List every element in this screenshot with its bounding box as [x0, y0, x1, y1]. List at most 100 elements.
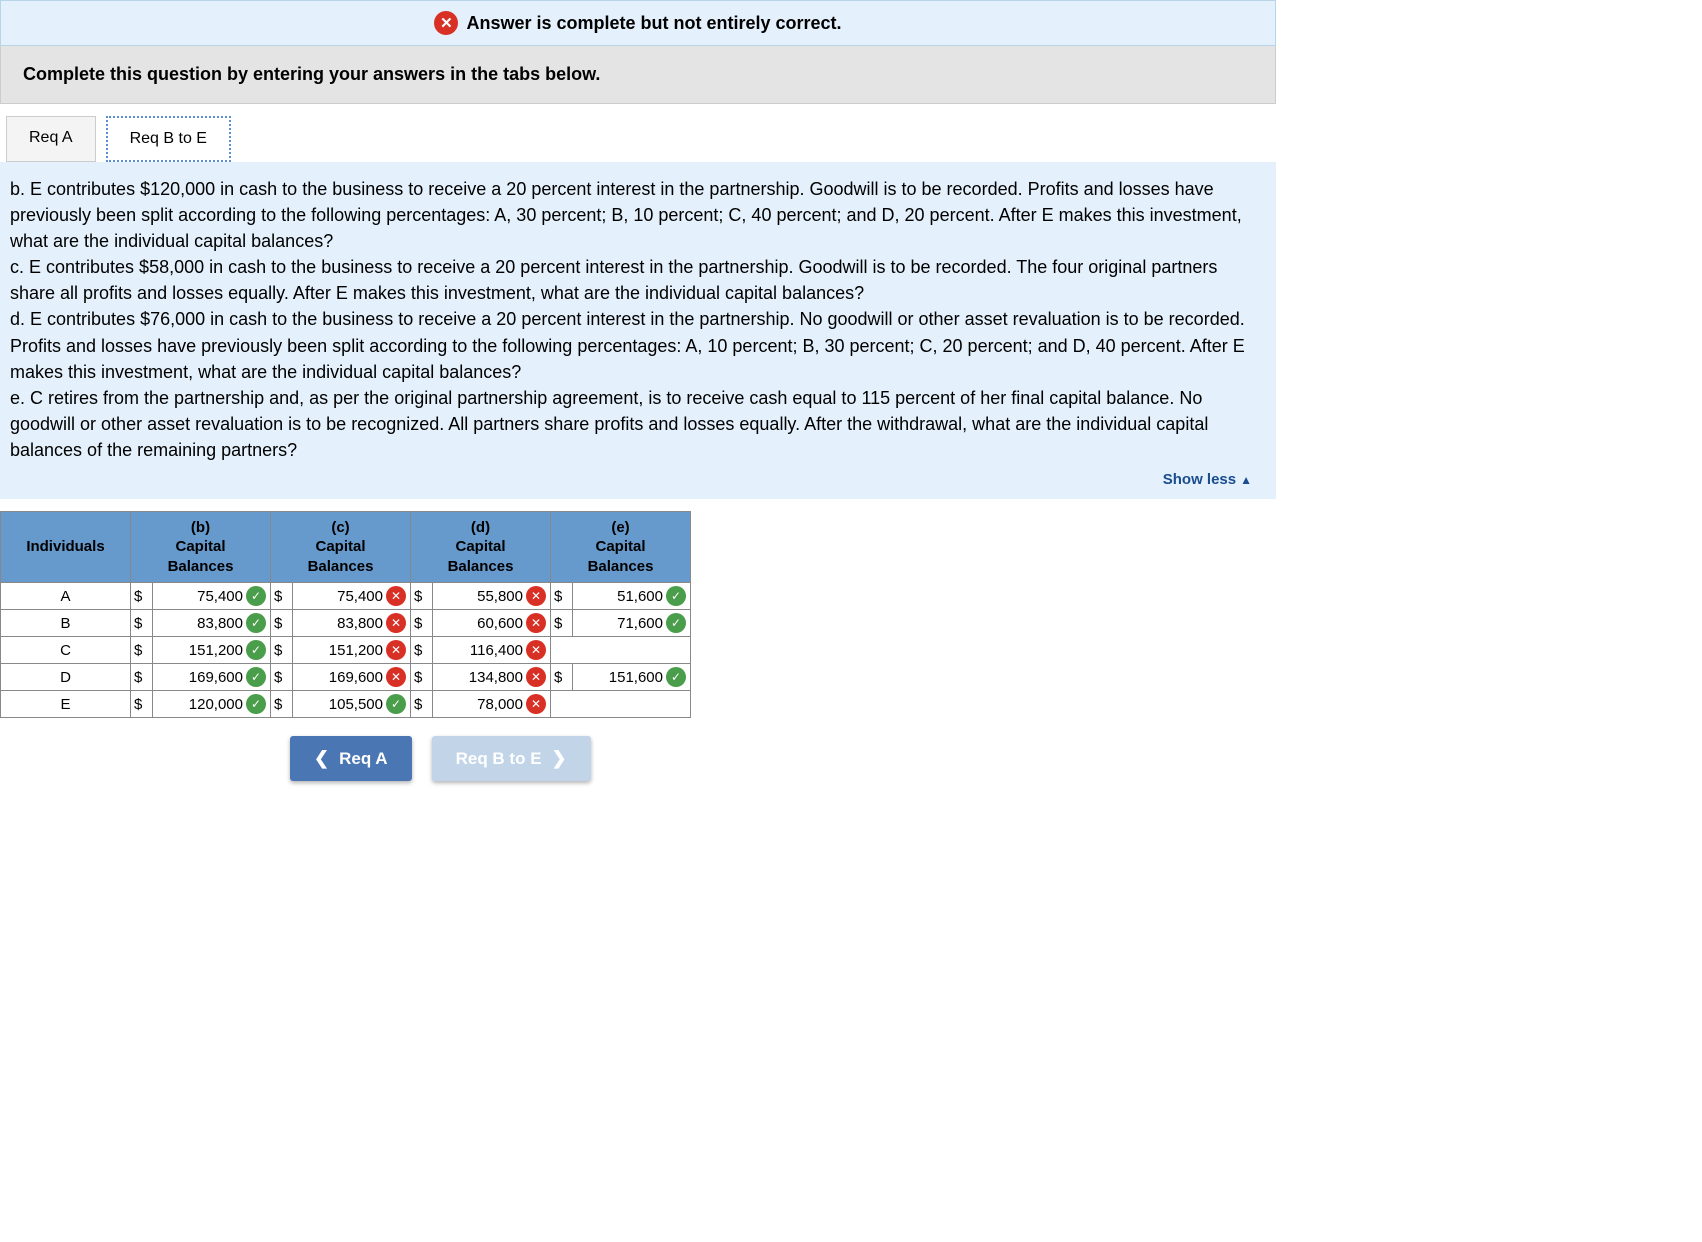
tab-req-a[interactable]: Req A [6, 116, 96, 162]
check-icon: ✓ [666, 667, 686, 687]
currency-symbol: $ [551, 610, 573, 636]
answer-cell[interactable]: $151,600✓ [551, 664, 691, 691]
value-box: 83,800✕ [293, 610, 410, 636]
cross-icon: ✕ [526, 586, 546, 606]
individual-cell: A [1, 583, 131, 610]
answer-cell[interactable] [551, 637, 691, 664]
table-row: A$75,400✓$75,400✕$55,800✕$51,600✓ [1, 583, 691, 610]
value-box: 75,400✓ [153, 583, 270, 609]
currency-symbol: $ [411, 637, 433, 663]
next-label: Req B to E [456, 749, 542, 769]
answer-cell[interactable]: $60,600✕ [411, 610, 551, 637]
check-icon: ✓ [386, 694, 406, 714]
currency-symbol: $ [131, 583, 153, 609]
answer-cell[interactable]: $151,200✓ [131, 637, 271, 664]
currency-symbol: $ [271, 691, 293, 717]
chevron-up-icon: ▲ [1240, 472, 1252, 489]
answer-table: Individuals(b)Capital Balances(c)Capital… [0, 511, 691, 719]
answer-cell[interactable]: $151,200✕ [271, 637, 411, 664]
answer-cell[interactable]: $169,600✓ [131, 664, 271, 691]
table-header: (e)Capital Balances [551, 511, 691, 583]
currency-symbol: $ [411, 664, 433, 690]
currency-symbol: $ [411, 583, 433, 609]
answer-cell[interactable]: $134,800✕ [411, 664, 551, 691]
individual-cell: E [1, 691, 131, 718]
value-box: 151,600✓ [573, 664, 690, 690]
currency-symbol: $ [131, 637, 153, 663]
value-box: 120,000✓ [153, 691, 270, 717]
table-row: E$120,000✓$105,500✓$78,000✕ [1, 691, 691, 718]
value-box: 169,600✓ [153, 664, 270, 690]
value-box: 60,600✕ [433, 610, 550, 636]
table-header: Individuals [1, 511, 131, 583]
currency-symbol: $ [131, 691, 153, 717]
value-box: 105,500✓ [293, 691, 410, 717]
check-icon: ✓ [666, 613, 686, 633]
currency-symbol: $ [411, 691, 433, 717]
value-box: 83,800✓ [153, 610, 270, 636]
currency-symbol: $ [271, 637, 293, 663]
cross-icon: ✕ [526, 694, 546, 714]
answer-cell[interactable]: $120,000✓ [131, 691, 271, 718]
cross-icon: ✕ [386, 586, 406, 606]
show-less-label: Show less [1163, 471, 1236, 488]
next-button[interactable]: Req B to E ❯ [432, 736, 591, 781]
cross-icon: ✕ [386, 667, 406, 687]
chevron-right-icon: ❯ [552, 748, 567, 769]
currency-symbol: $ [271, 610, 293, 636]
value-box: 151,200✓ [153, 637, 270, 663]
value-box: 151,200✕ [293, 637, 410, 663]
value-box: 55,800✕ [433, 583, 550, 609]
currency-symbol: $ [411, 610, 433, 636]
answer-cell[interactable]: $78,000✕ [411, 691, 551, 718]
answer-cell[interactable]: $105,500✓ [271, 691, 411, 718]
value-box: 78,000✕ [433, 691, 550, 717]
check-icon: ✓ [666, 586, 686, 606]
check-icon: ✓ [246, 667, 266, 687]
currency-symbol: $ [131, 610, 153, 636]
show-less-toggle[interactable]: Show less▲ [10, 463, 1266, 491]
check-icon: ✓ [246, 586, 266, 606]
cross-icon: ✕ [386, 613, 406, 633]
answer-cell[interactable]: $83,800✕ [271, 610, 411, 637]
answer-cell[interactable]: $75,400✓ [131, 583, 271, 610]
value-box: 75,400✕ [293, 583, 410, 609]
nav-buttons: ❮ Req A Req B to E ❯ [290, 736, 1276, 781]
currency-symbol: $ [271, 583, 293, 609]
answer-cell[interactable]: $51,600✓ [551, 583, 691, 610]
cross-icon: ✕ [526, 667, 546, 687]
cross-icon: ✕ [526, 640, 546, 660]
answer-cell[interactable]: $55,800✕ [411, 583, 551, 610]
check-icon: ✓ [246, 640, 266, 660]
prev-button[interactable]: ❮ Req A [290, 736, 412, 781]
value-box: 169,600✕ [293, 664, 410, 690]
answer-cell[interactable] [551, 691, 691, 718]
table-header: (d)Capital Balances [411, 511, 551, 583]
answer-cell[interactable]: $75,400✕ [271, 583, 411, 610]
answer-cell[interactable]: $83,800✓ [131, 610, 271, 637]
table-row: D$169,600✓$169,600✕$134,800✕$151,600✓ [1, 664, 691, 691]
cross-icon: ✕ [386, 640, 406, 660]
tabs-row: Req A Req B to E [0, 104, 1276, 162]
table-header: (b)Capital Balances [131, 511, 271, 583]
prev-label: Req A [339, 749, 388, 769]
answer-cell[interactable]: $169,600✕ [271, 664, 411, 691]
individual-cell: C [1, 637, 131, 664]
banner-text: Answer is complete but not entirely corr… [466, 13, 841, 34]
cross-icon: ✕ [526, 613, 546, 633]
status-banner: ✕ Answer is complete but not entirely co… [0, 0, 1276, 46]
answer-cell[interactable]: $71,600✓ [551, 610, 691, 637]
tab-req-b-to-e[interactable]: Req B to E [106, 116, 231, 162]
individual-cell: B [1, 610, 131, 637]
value-box: 71,600✓ [573, 610, 690, 636]
table-header: (c)Capital Balances [271, 511, 411, 583]
currency-symbol: $ [551, 583, 573, 609]
individual-cell: D [1, 664, 131, 691]
table-row: C$151,200✓$151,200✕$116,400✕ [1, 637, 691, 664]
chevron-left-icon: ❮ [314, 748, 329, 769]
answer-cell[interactable]: $116,400✕ [411, 637, 551, 664]
question-text: b. E contributes $120,000 in cash to the… [10, 176, 1266, 463]
value-box: 116,400✕ [433, 637, 550, 663]
question-block: b. E contributes $120,000 in cash to the… [0, 162, 1276, 499]
currency-symbol: $ [271, 664, 293, 690]
